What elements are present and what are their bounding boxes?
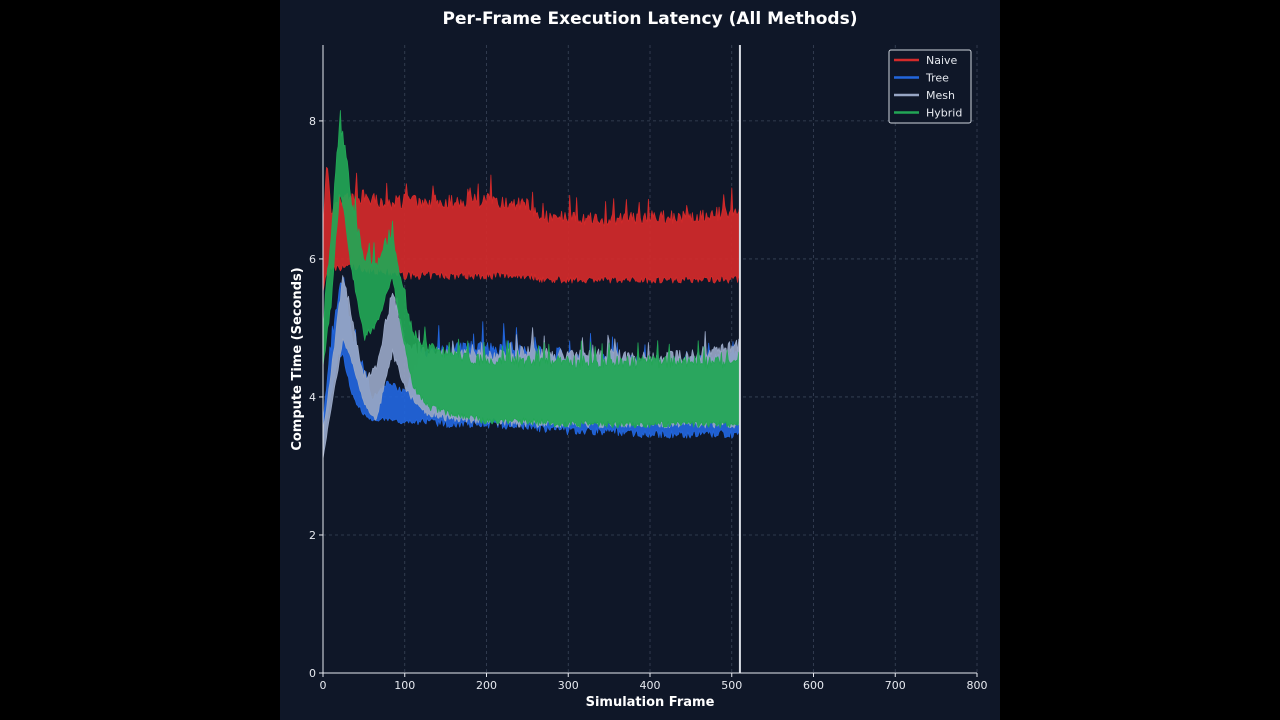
y-axis-label: Compute Time (Seconds)	[290, 267, 305, 450]
legend-label-hybrid: Hybrid	[926, 107, 962, 120]
chart-svg: Per-Frame Execution Latency (All Methods…	[290, 9, 988, 710]
series-layer	[322, 110, 741, 460]
x-tick-label: 400	[640, 679, 661, 692]
x-axis-label: Simulation Frame	[586, 695, 715, 710]
y-tick-label: 6	[309, 253, 316, 266]
x-tick-label: 800	[967, 679, 988, 692]
chart-panel: Per-Frame Execution Latency (All Methods…	[280, 0, 1000, 720]
x-tick-label: 700	[885, 679, 906, 692]
x-tick-label: 600	[803, 679, 824, 692]
x-tick-label: 300	[558, 679, 579, 692]
legend: Naive Tree Mesh Hybrid	[888, 49, 972, 124]
chart-title: Per-Frame Execution Latency (All Methods…	[443, 9, 858, 29]
axis-layer: 0 100 200 300 400 500 600 700 800 0 2 4 6 8	[309, 45, 988, 692]
y-tick-label: 4	[309, 391, 316, 404]
x-tick-label: 200	[476, 679, 497, 692]
x-tick-label: 100	[394, 679, 415, 692]
y-tick-label: 2	[309, 529, 316, 542]
legend-box	[888, 49, 972, 124]
y-tick-label: 8	[309, 115, 316, 128]
x-tick-label: 500	[721, 679, 742, 692]
x-tick-label: 0	[320, 679, 327, 692]
y-tick-label: 0	[309, 667, 316, 680]
legend-label-mesh: Mesh	[926, 89, 955, 102]
legend-label-tree: Tree	[925, 72, 949, 85]
legend-label-naive: Naive	[926, 54, 958, 67]
